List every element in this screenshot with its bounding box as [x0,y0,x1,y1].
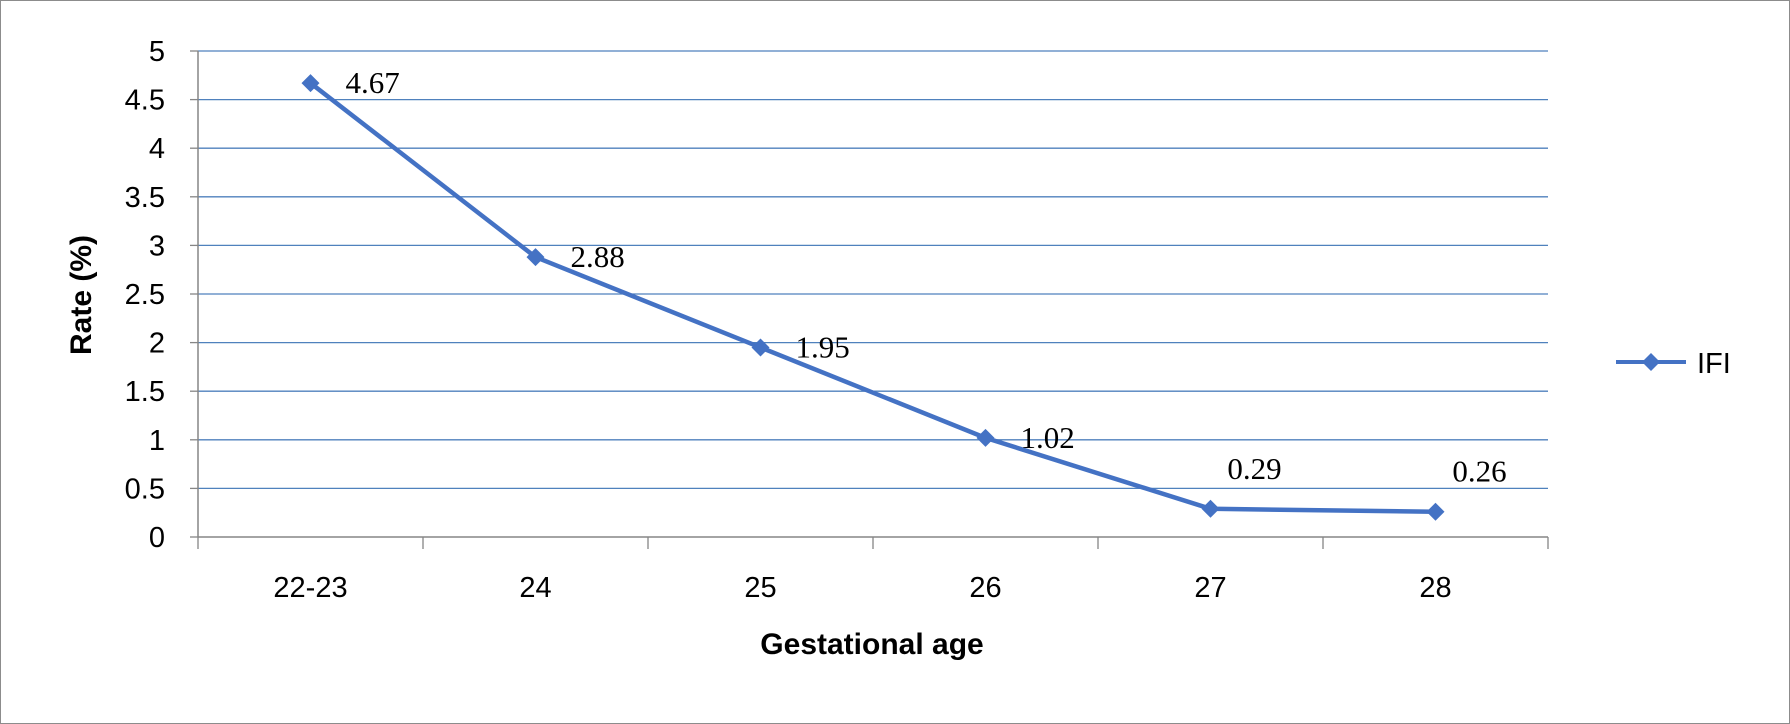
data-point [1426,502,1445,521]
y-tick-label: 4 [149,133,165,165]
y-tick-label: 0.5 [125,473,165,505]
y-tick-label: 1.5 [125,376,165,408]
data-point [301,74,320,93]
y-tick-label: 3.5 [125,182,165,214]
x-tick-label: 24 [519,572,551,604]
data-label: 0.29 [1227,451,1281,486]
x-tick-label: 28 [1419,572,1451,604]
data-point [1201,499,1220,518]
x-axis-title: Gestational age [760,628,983,661]
y-tick-label: 0 [149,522,165,554]
data-label: 1.95 [796,329,850,364]
series-line [309,81,1436,514]
y-axis-ticks: 0 0.5 1 1.5 2 2.5 3 3.5 4 4.5 5 [125,36,198,554]
legend: IFI [1616,348,1731,380]
data-label: 0.26 [1452,454,1506,489]
data-labels: 4.67 2.88 1.95 1.02 0.29 0.26 [346,65,1507,489]
x-tick-label: 26 [969,572,1001,604]
data-label: 2.88 [571,239,625,274]
y-tick-label: 1 [149,425,165,457]
data-point [751,338,770,357]
y-tick-label: 3 [149,230,165,262]
legend-marker [1642,353,1660,371]
data-label: 1.02 [1021,420,1075,455]
y-tick-label: 2.5 [125,279,165,311]
data-point [526,248,545,267]
y-tick-label: 4.5 [125,85,165,117]
x-axis-ticks: 22-23 24 25 26 27 28 [197,537,1549,604]
x-tick-label: 22-23 [273,572,347,604]
y-tick-label: 5 [149,36,165,68]
data-point [976,428,995,447]
y-tick-label: 2 [149,328,165,360]
legend-label-ifi: IFI [1697,348,1731,380]
y-axis-title: Rate (%) [65,235,98,355]
series-ifi [301,74,1445,521]
gridlines [198,50,1548,490]
data-label: 4.67 [346,65,400,100]
x-tick-label: 25 [744,572,776,604]
x-tick-label: 27 [1194,572,1226,604]
